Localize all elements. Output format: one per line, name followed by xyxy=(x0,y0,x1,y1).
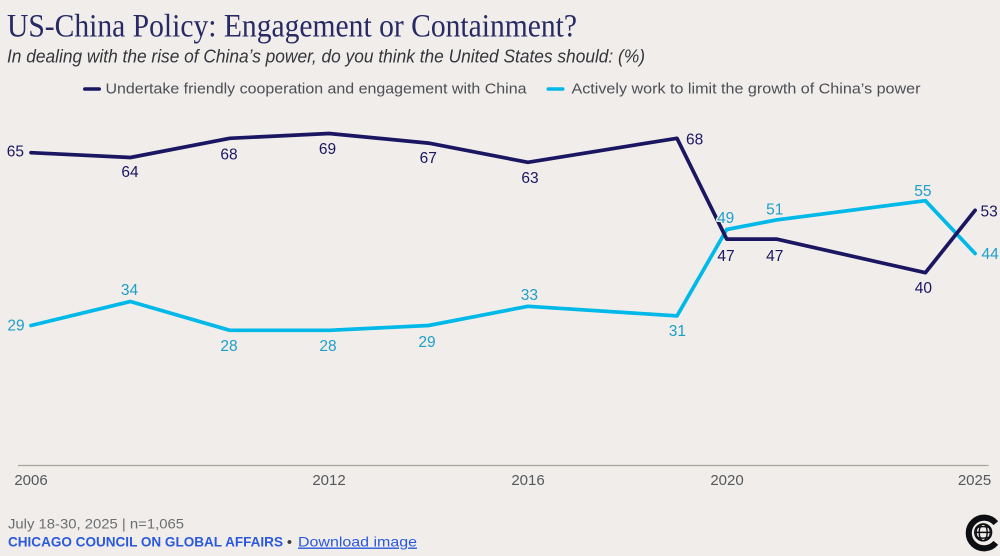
svg-text:69: 69 xyxy=(319,141,336,158)
svg-text:31: 31 xyxy=(669,323,686,340)
svg-text:Actively work to limit the gro: Actively work to limit the growth of Chi… xyxy=(572,82,921,98)
svg-text:•: • xyxy=(287,534,292,550)
svg-text:2025: 2025 xyxy=(958,472,991,489)
svg-text:68: 68 xyxy=(220,147,237,164)
svg-text:28: 28 xyxy=(220,338,237,355)
svg-text:In dealing with the rise of Ch: In dealing with the rise of China’s powe… xyxy=(7,46,645,67)
svg-text:29: 29 xyxy=(418,334,435,351)
svg-text:Undertake friendly cooperation: Undertake friendly cooperation and engag… xyxy=(106,82,528,98)
svg-text:29: 29 xyxy=(7,317,24,334)
svg-text:Download image: Download image xyxy=(298,534,417,550)
svg-text:47: 47 xyxy=(766,248,783,265)
svg-text:67: 67 xyxy=(420,150,437,167)
svg-text:33: 33 xyxy=(521,287,538,304)
svg-text:65: 65 xyxy=(7,143,24,160)
svg-text:July 18-30, 2025 | n=1,065: July 18-30, 2025 | n=1,065 xyxy=(8,516,184,532)
svg-text:47: 47 xyxy=(717,248,734,265)
svg-text:68: 68 xyxy=(686,131,703,148)
svg-text:63: 63 xyxy=(521,170,538,187)
svg-text:2006: 2006 xyxy=(14,472,47,489)
svg-text:64: 64 xyxy=(121,164,139,181)
svg-text:44: 44 xyxy=(982,246,1000,263)
svg-text:2016: 2016 xyxy=(511,472,544,489)
svg-text:49: 49 xyxy=(717,210,734,227)
svg-text:40: 40 xyxy=(915,280,933,297)
svg-text:2012: 2012 xyxy=(312,472,345,489)
svg-text:34: 34 xyxy=(121,282,139,299)
svg-text:55: 55 xyxy=(914,183,931,200)
svg-text:2020: 2020 xyxy=(710,472,743,489)
svg-text:51: 51 xyxy=(766,202,783,219)
svg-text:CHICAGO COUNCIL ON GLOBAL AFFA: CHICAGO COUNCIL ON GLOBAL AFFAIRS xyxy=(8,534,283,550)
svg-text:US-China Policy: Engagement or: US-China Policy: Engagement or Containme… xyxy=(7,9,577,45)
svg-text:53: 53 xyxy=(981,203,998,220)
svg-text:28: 28 xyxy=(319,338,336,355)
